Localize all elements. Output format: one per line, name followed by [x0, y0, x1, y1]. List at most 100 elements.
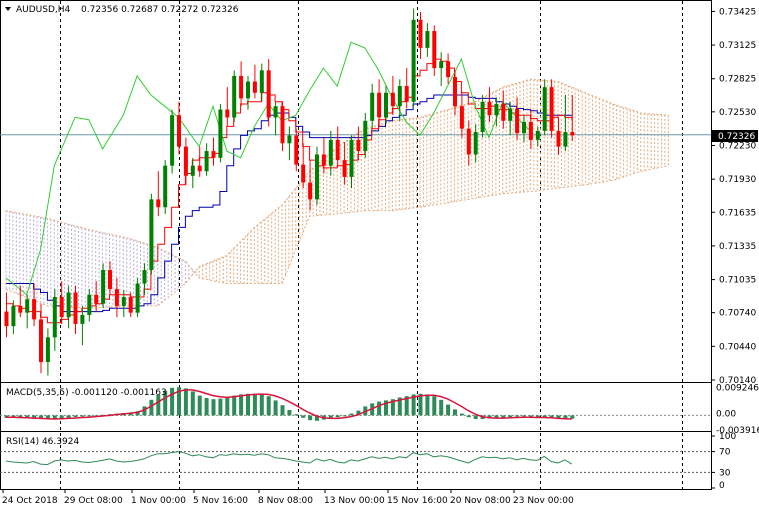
candle-body	[370, 92, 375, 121]
candle-56	[390, 75, 395, 116]
candle-33	[232, 70, 237, 122]
macd-bar-21	[149, 399, 154, 416]
macd-bar-51	[356, 410, 361, 416]
macd-bar-35	[246, 393, 250, 416]
candle-58	[404, 68, 409, 109]
candle-body	[45, 337, 50, 363]
macd-tick-label: 0.00	[716, 409, 736, 419]
time-tick-label: 13 Nov 00:00	[324, 496, 385, 506]
time-tick-label: 5 Nov 16:00	[193, 496, 248, 506]
price-axis: 0.73425 0.73125 0.72825 0.72530 0.72230 0.719…	[711, 7, 759, 491]
candle-body	[377, 92, 382, 118]
ohlc-label: 0.72356 0.72687 0.72272 0.72326	[81, 5, 239, 15]
macd-bar-81	[563, 415, 568, 419]
candle-body	[149, 199, 154, 271]
candle-25	[177, 101, 181, 155]
candle-81	[563, 95, 568, 152]
macd-bar-43	[301, 415, 306, 418]
macd-bar-74	[515, 415, 520, 417]
candle-76	[528, 109, 533, 149]
price-tick-label: 0.72825	[719, 75, 756, 85]
price-tick-label: 0.73425	[719, 7, 756, 17]
macd-tick-label: -0.003916	[716, 426, 759, 436]
candle-body	[190, 165, 195, 176]
price-tick-label: 0.70140	[719, 376, 756, 386]
macd-bar-39	[273, 400, 278, 416]
candle-body	[287, 135, 292, 144]
candle-body	[363, 120, 368, 152]
candle-body	[259, 70, 264, 93]
candle-body	[480, 101, 485, 133]
macd-bar-71	[494, 415, 499, 418]
price-tick-label: 0.73125	[719, 41, 756, 51]
time-tick-label: 8 Nov 08:00	[258, 496, 313, 506]
macd-pane	[0, 387, 711, 421]
candle-body	[80, 314, 85, 324]
candle-35	[246, 75, 250, 110]
macd-tick-label: 0.009246	[716, 384, 759, 394]
macd-bar-78	[542, 415, 547, 418]
candle-39	[273, 101, 278, 136]
candle-body	[556, 130, 561, 147]
candle-body	[232, 75, 237, 118]
candle-body	[432, 31, 437, 69]
candle-62	[432, 25, 437, 76]
candle-body	[246, 81, 250, 99]
macd-bar-22	[156, 395, 161, 416]
candle-body	[494, 103, 499, 116]
candle-body	[177, 115, 181, 147]
candle-body	[163, 165, 168, 208]
candle-21	[149, 193, 154, 275]
candle-37	[259, 63, 264, 102]
candle-body	[101, 270, 106, 304]
candle-body	[66, 292, 71, 318]
macd-bar-60	[418, 393, 423, 416]
candle-30	[211, 137, 216, 166]
candle-body	[501, 103, 506, 121]
macd-signal-line	[6, 389, 572, 420]
candle-body	[94, 294, 99, 304]
candle-41	[287, 126, 292, 161]
candle-28	[197, 146, 202, 177]
macd-bar-10	[73, 415, 78, 418]
candle-13	[94, 281, 99, 312]
candle-78	[542, 79, 547, 136]
collapse-triangle-icon[interactable]	[5, 7, 11, 11]
macd-bar-6	[45, 415, 50, 420]
macd-bar-44	[308, 415, 313, 421]
candle-body	[418, 19, 423, 48]
candle-body	[52, 296, 57, 338]
price-tick-label: 0.71635	[719, 208, 756, 218]
candle-38	[266, 59, 271, 127]
candle-body	[204, 151, 209, 172]
candle-69	[480, 95, 485, 138]
candle-48	[335, 126, 340, 167]
price-tick-label: 0.71930	[719, 175, 756, 185]
candle-63	[439, 52, 444, 87]
macd-bar-56	[390, 399, 395, 416]
candle-44	[308, 160, 313, 211]
candle-body	[446, 61, 451, 78]
candle-7	[52, 289, 57, 351]
candle-45	[315, 146, 319, 205]
macd-bar-62	[432, 396, 437, 416]
candle-0	[4, 292, 9, 338]
candle-5	[39, 303, 43, 374]
candle-body	[453, 77, 457, 107]
candle-body	[170, 115, 175, 166]
candle-body	[59, 296, 64, 318]
macd-bar-82	[570, 415, 575, 419]
ichimoku-cloud	[5, 78, 669, 309]
candle-body	[73, 292, 78, 324]
candle-10	[73, 285, 78, 334]
macd-bar-25	[177, 387, 181, 416]
candle-68	[473, 124, 478, 163]
macd-bar-27	[190, 391, 195, 416]
macd-bar-59	[411, 394, 416, 416]
macd-bar-8	[59, 415, 64, 419]
candle-52	[363, 112, 368, 158]
macd-bar-29	[204, 398, 209, 416]
macd-bar-68	[473, 415, 478, 419]
macd-bar-24	[170, 387, 175, 416]
